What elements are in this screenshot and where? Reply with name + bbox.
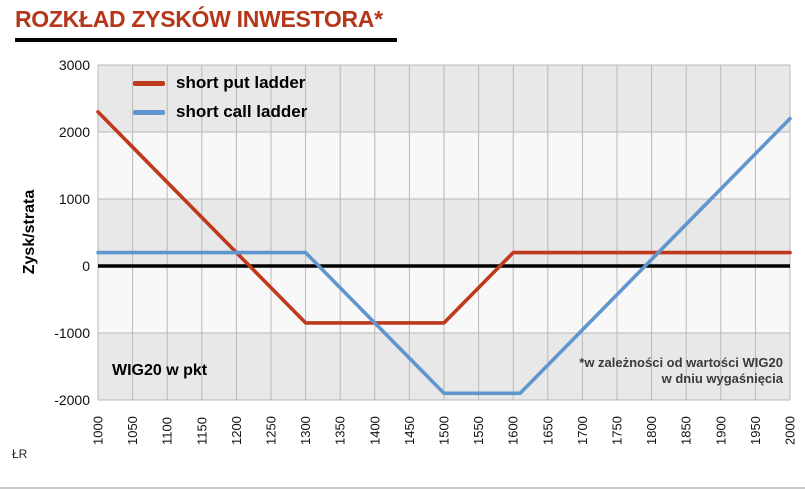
x-axis-title: WIG20 w pkt [112, 362, 208, 379]
x-tick-label: 1100 [160, 417, 175, 445]
x-tick-label: 1300 [298, 416, 313, 445]
author-credit: ŁR [12, 447, 28, 461]
bottom-divider [0, 487, 805, 489]
x-tick-label: 1050 [125, 416, 140, 445]
x-tick-label: 2000 [783, 416, 798, 445]
legend-label-short-put-ladder: short put ladder [176, 73, 306, 92]
y-tick-label: 1000 [59, 191, 90, 207]
x-tick-label: 1000 [91, 416, 106, 445]
x-tick-label: 1800 [644, 416, 659, 445]
x-tick-label: 1500 [437, 416, 452, 445]
x-tick-label: 1200 [229, 416, 244, 445]
y-tick-label: 3000 [59, 57, 90, 73]
x-tick-label: 1350 [333, 416, 348, 445]
series-short-call-ladder [96, 116, 792, 396]
x-tick-label: 1600 [506, 416, 521, 445]
x-tick-label: 1150 [194, 417, 209, 445]
legend: short put ladder short call ladder [133, 73, 307, 131]
legend-label-short-call-ladder: short call ladder [176, 102, 308, 121]
y-tick-label: 2000 [59, 124, 90, 140]
x-tick-label: 1550 [471, 416, 486, 445]
y-tick-label: 0 [82, 258, 90, 274]
chart-footnote: *w zależności od wartości WIG20 w dniu w… [579, 355, 783, 387]
x-tick-label: 1750 [610, 416, 625, 445]
legend-item-short-put-ladder: short put ladder [133, 73, 307, 93]
y-tick-label: -2000 [54, 392, 90, 408]
x-tick-label: 1900 [713, 416, 728, 445]
x-tick-label: 1850 [679, 416, 694, 445]
x-tick-label: 1700 [575, 416, 590, 445]
short-put-ladder-swatch [133, 80, 165, 86]
x-tick-label: 1450 [402, 416, 417, 445]
y-axis-title: Zysk/strata [21, 189, 38, 275]
x-tick-label: 1250 [264, 416, 279, 445]
short-call-ladder-swatch [133, 109, 165, 115]
x-tick-label: 1950 [748, 416, 763, 445]
page-title: ROZKŁAD ZYSKÓW INWESTORA* [15, 6, 397, 42]
footnote-line-1: *w zależności od wartości WIG20 [579, 355, 783, 370]
legend-item-short-call-ladder: short call ladder [133, 102, 307, 122]
x-tick-label: 1400 [367, 416, 382, 445]
x-tick-label: 1650 [540, 416, 555, 445]
y-tick-label: -1000 [54, 325, 90, 341]
footnote-line-2: w dniu wygaśnięcia [661, 371, 783, 386]
